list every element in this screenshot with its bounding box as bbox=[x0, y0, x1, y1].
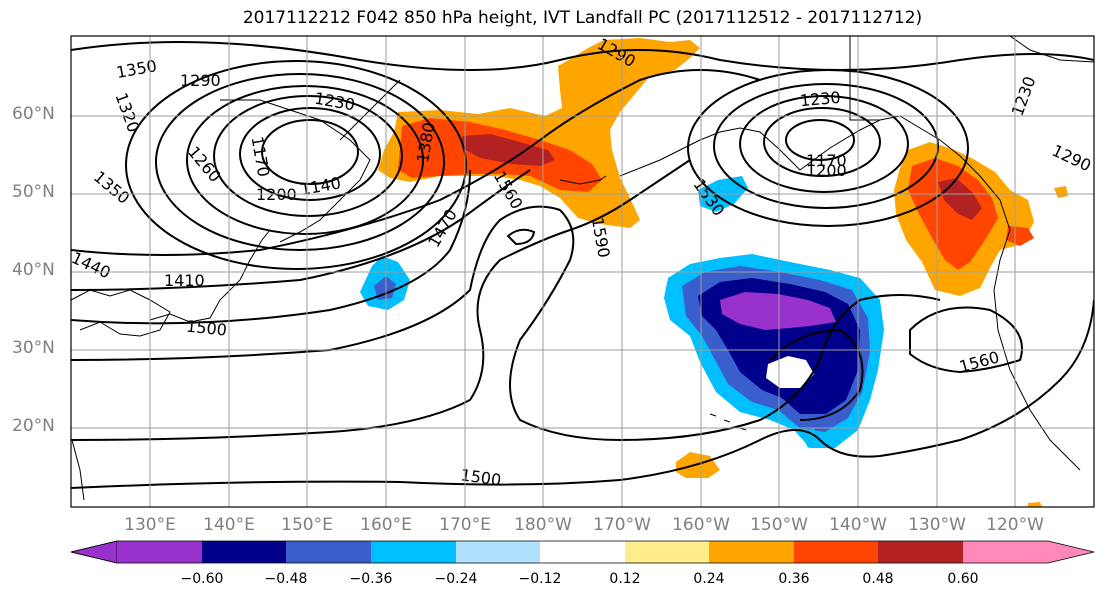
colorbar-max-arrow bbox=[963, 541, 1094, 563]
lat-label: 20°N bbox=[12, 416, 55, 436]
colorbar-tick-label: 0.48 bbox=[862, 571, 894, 587]
contour-label: 1500 bbox=[185, 317, 227, 340]
positive-anomaly-western bbox=[378, 38, 700, 228]
shade-orange-west bbox=[378, 38, 700, 228]
colorbar-tick-label: −0.24 bbox=[434, 571, 478, 587]
lon-label: 160°W bbox=[672, 515, 730, 535]
colorbar-swatch bbox=[117, 541, 202, 563]
colorbar-min-arrow bbox=[70, 540, 118, 564]
lon-label: 180°W bbox=[514, 515, 572, 535]
colorbar-tick-label: −0.60 bbox=[180, 571, 224, 587]
colorbar-swatch bbox=[540, 541, 625, 563]
shade-red-coast-2 bbox=[1006, 226, 1034, 246]
shade-orange-small-2 bbox=[1028, 502, 1042, 507]
shade-red-coast bbox=[908, 158, 998, 270]
contour-label: 1170 bbox=[806, 151, 847, 170]
map-frame bbox=[70, 35, 1095, 508]
lon-label: 130°W bbox=[908, 515, 966, 535]
height-contours bbox=[71, 41, 1094, 489]
colorbar-tick-label: −0.48 bbox=[264, 571, 308, 587]
shade-blue-west bbox=[374, 276, 396, 300]
contour-label: 1290 bbox=[180, 71, 221, 90]
colorbar-tick-label: −0.12 bbox=[518, 571, 562, 587]
lon-label: 140°E bbox=[203, 515, 255, 535]
contour-label: 1410 bbox=[164, 271, 205, 290]
map-title: 2017112212 F042 850 hPa height, IVT Land… bbox=[242, 8, 923, 28]
shade-darkred-west bbox=[462, 134, 555, 166]
lat-label: 60°N bbox=[12, 104, 55, 124]
shade-purple-central bbox=[720, 292, 836, 330]
positive-anomaly-coast bbox=[894, 142, 1034, 296]
colorbar-tick-label: 0.36 bbox=[778, 571, 810, 587]
shade-orange-small-1 bbox=[1054, 186, 1068, 198]
lat-label: 30°N bbox=[12, 338, 55, 358]
lat-label: 40°N bbox=[12, 260, 55, 280]
shade-white-hole bbox=[766, 356, 814, 388]
gridlines bbox=[71, 36, 1094, 507]
colorbar-tick-label: 0.12 bbox=[609, 571, 641, 587]
colorbar-swatch bbox=[286, 541, 371, 563]
colorbar-swatch bbox=[878, 541, 963, 563]
colorbar-swatch bbox=[709, 541, 794, 563]
contour-label: 1230 bbox=[799, 88, 841, 110]
lon-label: 160°E bbox=[360, 515, 412, 535]
colorbar-swatch bbox=[625, 541, 709, 563]
colorbar-tick-label: 0.60 bbox=[947, 571, 979, 587]
colorbar bbox=[70, 540, 1095, 564]
lon-label: 150°W bbox=[750, 515, 808, 535]
colorbar-swatch bbox=[456, 541, 540, 563]
lon-label: 170°E bbox=[439, 515, 491, 535]
lon-label: 150°E bbox=[281, 515, 333, 535]
contour-label: 1200 bbox=[806, 161, 847, 180]
lat-label: 50°N bbox=[12, 182, 55, 202]
colorbar-swatch bbox=[202, 541, 286, 563]
lon-label: 170°W bbox=[593, 515, 651, 535]
colorbar-tick-label: −0.36 bbox=[349, 571, 393, 587]
colorbar-swatch bbox=[371, 541, 456, 563]
lon-label: 140°W bbox=[829, 515, 887, 535]
map-area: 1350 1290 1320 1230 1170 1260 1200 1140 … bbox=[71, 36, 1094, 507]
shade-cyan-tail bbox=[800, 428, 818, 448]
colorbar-tick-label: 0.24 bbox=[693, 571, 725, 587]
lon-label: 120°W bbox=[986, 515, 1044, 535]
colorbar-swatch bbox=[794, 541, 878, 563]
lon-label: 130°E bbox=[124, 515, 176, 535]
